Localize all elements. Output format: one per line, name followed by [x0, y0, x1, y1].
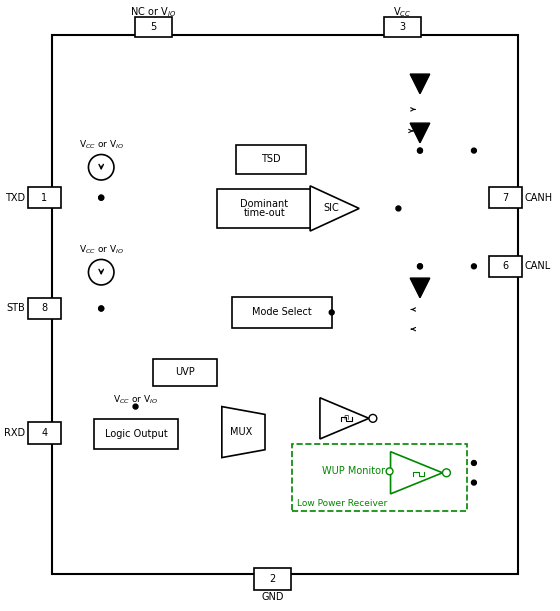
- Bar: [292, 444, 467, 511]
- Text: Low Power Receiver: Low Power Receiver: [297, 499, 388, 508]
- Circle shape: [329, 310, 334, 315]
- Bar: [217, 189, 312, 228]
- Text: ⊓: ⊓: [344, 415, 349, 422]
- Bar: [27, 298, 61, 320]
- Text: time-out: time-out: [244, 208, 286, 218]
- Circle shape: [133, 404, 138, 409]
- Circle shape: [88, 155, 114, 180]
- Text: RXD: RXD: [3, 428, 25, 438]
- Polygon shape: [320, 398, 369, 439]
- Text: Logic Output: Logic Output: [105, 429, 167, 439]
- Text: V$_{CC}$ or V$_{IO}$: V$_{CC}$ or V$_{IO}$: [78, 139, 124, 151]
- Text: STB: STB: [6, 304, 25, 313]
- Circle shape: [472, 148, 477, 153]
- Bar: [489, 187, 522, 208]
- Text: V$_{CC}$ or V$_{IO}$: V$_{CC}$ or V$_{IO}$: [78, 243, 124, 256]
- Text: TSD: TSD: [261, 155, 281, 164]
- Bar: [52, 35, 518, 574]
- Polygon shape: [390, 452, 442, 494]
- Text: Dominant: Dominant: [240, 199, 288, 208]
- Text: CANL: CANL: [525, 262, 551, 271]
- Bar: [27, 187, 61, 208]
- Text: 7: 7: [502, 192, 508, 203]
- Text: NC or V$_{IO}$: NC or V$_{IO}$: [130, 5, 176, 19]
- Circle shape: [396, 206, 401, 211]
- Circle shape: [386, 468, 393, 475]
- Bar: [134, 17, 172, 37]
- Text: CANH: CANH: [525, 192, 553, 203]
- Circle shape: [99, 306, 104, 311]
- Bar: [384, 17, 421, 37]
- Polygon shape: [410, 278, 430, 298]
- Text: WUP Monitor: WUP Monitor: [322, 466, 385, 477]
- Text: MUX: MUX: [230, 427, 253, 437]
- Circle shape: [369, 414, 377, 422]
- Bar: [236, 145, 306, 174]
- Text: 1: 1: [41, 192, 48, 203]
- Text: V$_{CC}$: V$_{CC}$: [393, 5, 412, 19]
- Bar: [232, 297, 332, 328]
- Circle shape: [418, 148, 422, 153]
- Text: Mode Select: Mode Select: [252, 307, 311, 318]
- Circle shape: [472, 461, 477, 466]
- Bar: [310, 459, 396, 484]
- Text: 2: 2: [270, 574, 276, 584]
- Text: SIC: SIC: [324, 203, 339, 213]
- Circle shape: [418, 264, 422, 269]
- Circle shape: [88, 260, 114, 285]
- Polygon shape: [410, 74, 430, 93]
- Bar: [489, 255, 522, 277]
- Text: 5: 5: [150, 22, 156, 32]
- Circle shape: [418, 148, 422, 153]
- Polygon shape: [410, 123, 430, 143]
- Circle shape: [472, 264, 477, 269]
- Text: UVP: UVP: [175, 367, 195, 377]
- Bar: [27, 422, 61, 444]
- Text: TXD: TXD: [4, 192, 25, 203]
- Polygon shape: [310, 186, 359, 231]
- Circle shape: [99, 306, 104, 311]
- Bar: [94, 419, 178, 448]
- Bar: [153, 359, 217, 386]
- Text: GND: GND: [262, 592, 284, 602]
- Text: 8: 8: [41, 304, 48, 313]
- Circle shape: [472, 480, 477, 485]
- Text: 6: 6: [502, 262, 508, 271]
- Circle shape: [99, 195, 104, 200]
- Polygon shape: [222, 406, 265, 458]
- Circle shape: [442, 469, 450, 477]
- Text: 3: 3: [399, 22, 405, 32]
- Text: 4: 4: [41, 428, 48, 438]
- Bar: [254, 568, 292, 590]
- Text: V$_{CC}$ or V$_{IO}$: V$_{CC}$ or V$_{IO}$: [113, 393, 158, 406]
- Circle shape: [418, 264, 422, 269]
- Circle shape: [99, 195, 104, 200]
